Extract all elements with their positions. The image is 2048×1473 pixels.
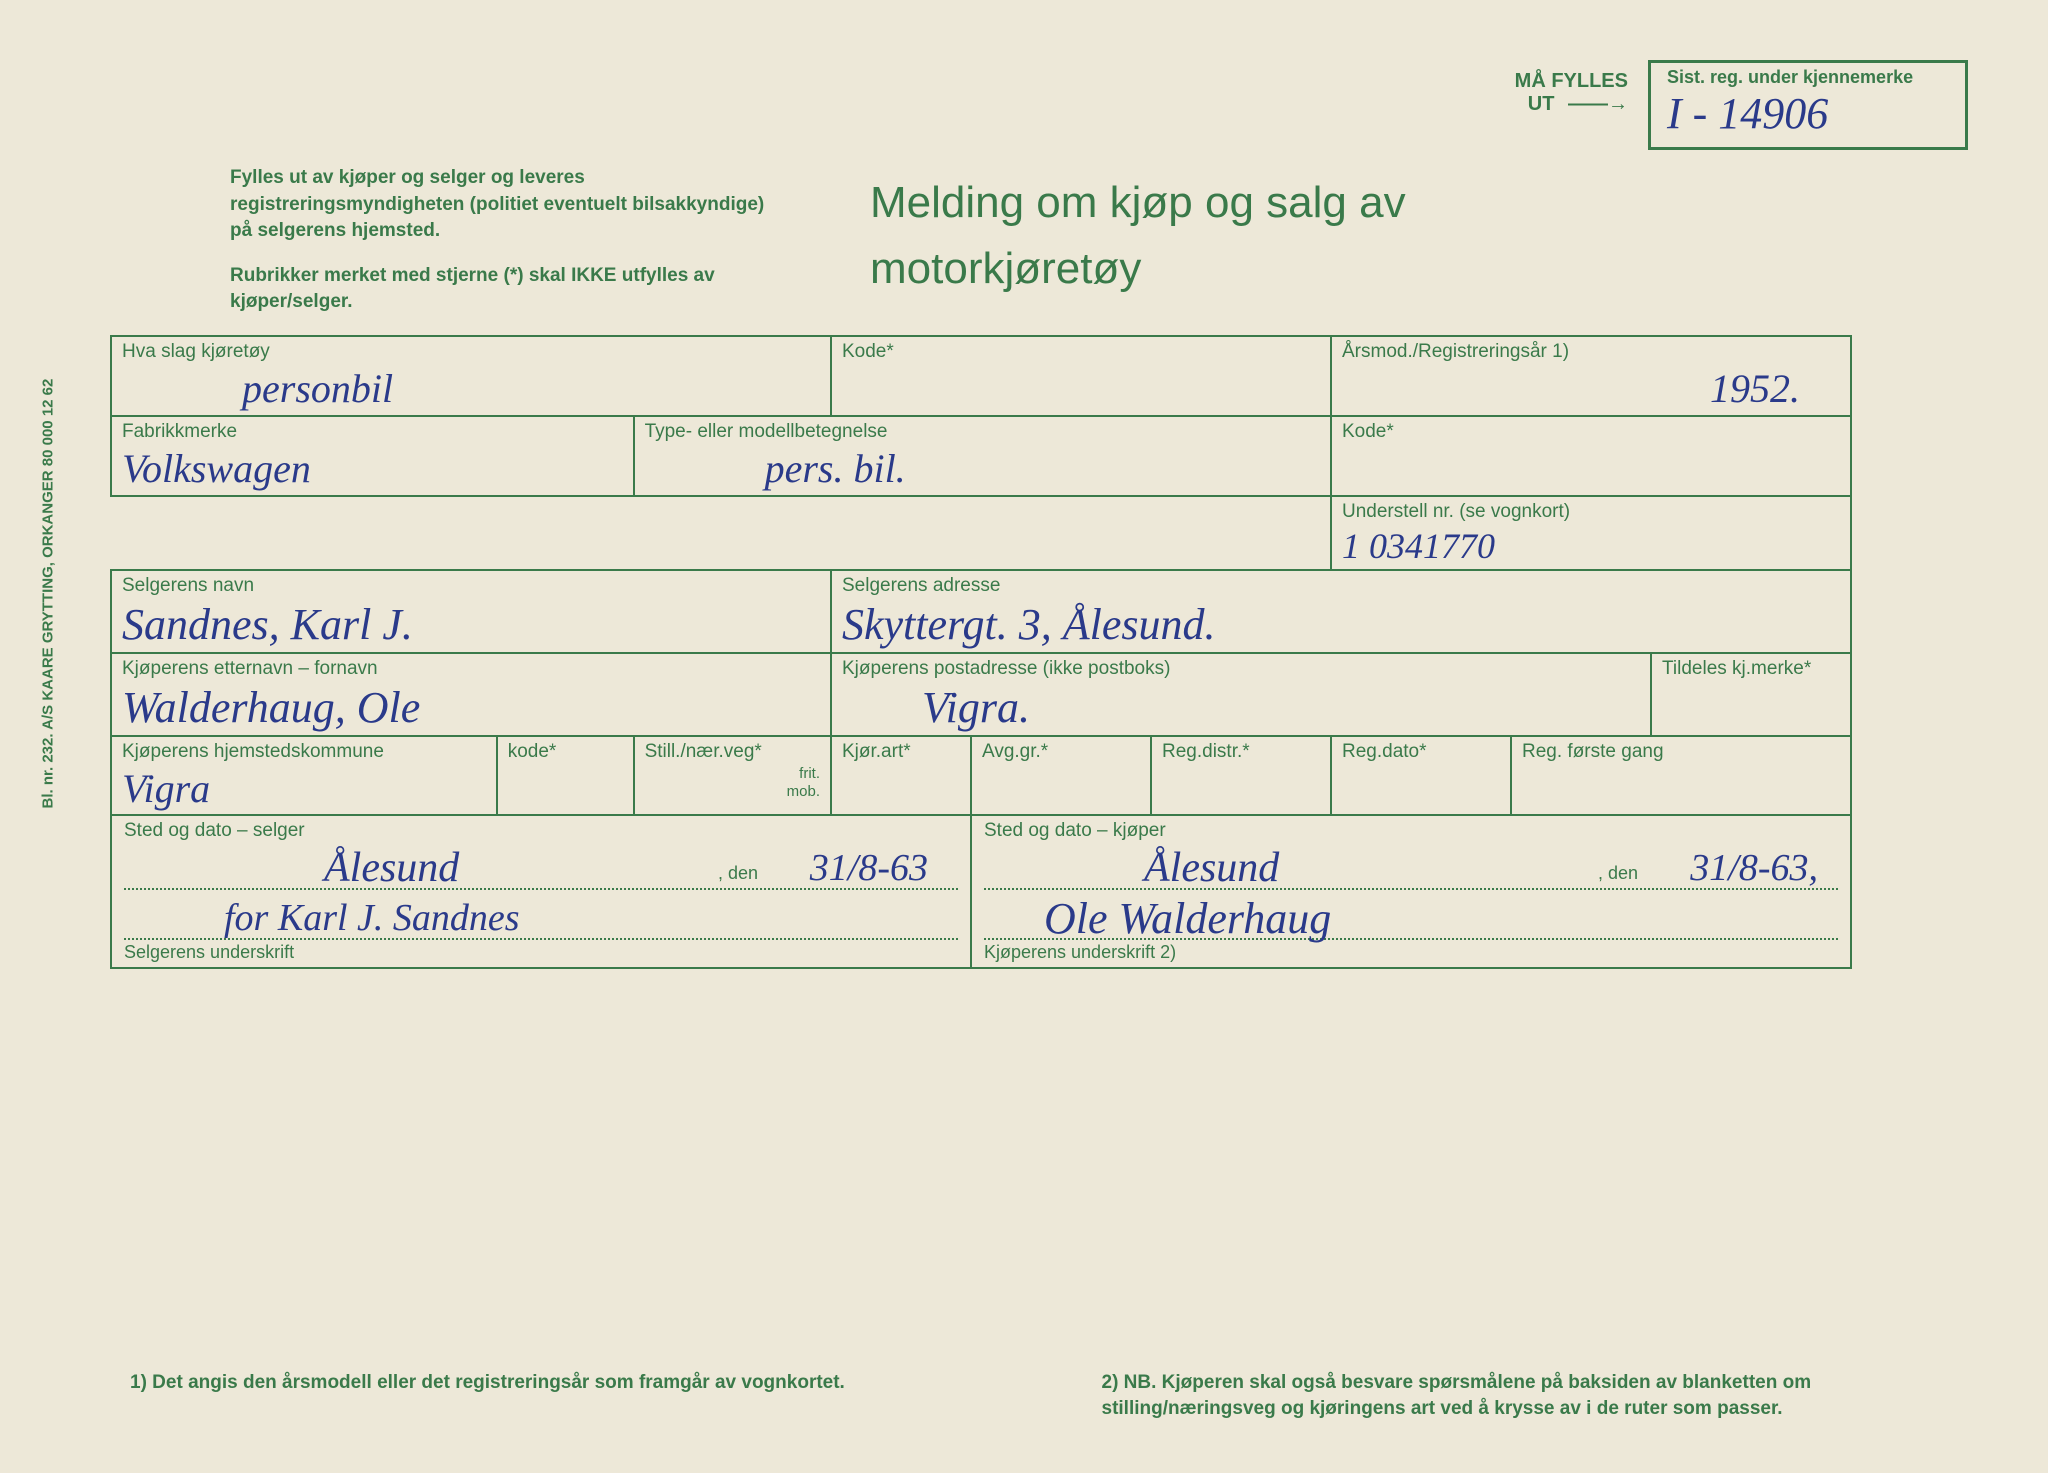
selger-dato-value: 31/8-63	[810, 846, 928, 890]
title-line2: motorkjøretøy	[870, 236, 1406, 302]
kode2-label: Kode*	[1342, 421, 1840, 443]
seller-sign-line: for Karl J. Sandnes	[124, 894, 958, 940]
selger-navn-label: Selgerens navn	[122, 575, 820, 597]
kode3-label: kode*	[508, 741, 623, 763]
regdato-label: Reg.dato*	[1342, 741, 1500, 763]
instruction-para1: Fylles ut av kjøper og selger og leveres…	[230, 165, 770, 245]
kode1-label: Kode*	[842, 341, 1320, 363]
hjemsted-label: Kjøperens hjemstedskommune	[122, 741, 486, 763]
selger-navn-value: Sandnes, Karl J.	[122, 599, 820, 650]
buyer-sign-line: Ole Walderhaug	[984, 894, 1838, 940]
ma-fylles-label: MÅ FYLLES UT ——→	[1515, 70, 1628, 116]
row-make-model: Fabrikkmerke Volkswagen Type- eller mode…	[111, 416, 1851, 496]
regdistr-label: Reg.distr.*	[1162, 741, 1320, 763]
footnote-2: 2) NB. Kjøperen skal også besvare spørsm…	[992, 1370, 1963, 1423]
selger-sted-value: Ålesund	[324, 844, 459, 892]
arsmod-value: 1952.	[1342, 365, 1840, 412]
kjoper-sted-value: Ålesund	[1144, 844, 1279, 892]
avggr-label: Avg.gr.*	[982, 741, 1140, 763]
kjoper-sign-value: Ole Walderhaug	[1044, 893, 1331, 944]
ma-fylles-line2: UT ——→	[1515, 93, 1628, 116]
type-label: Type- eller modellbetegnelse	[645, 421, 1320, 443]
selger-sign-line-text: for Karl J. Sandnes	[224, 896, 520, 940]
kjoper-dato-value: 31/8-63,	[1690, 846, 1818, 890]
hva-slag-label: Hva slag kjøretøy	[122, 341, 820, 363]
mob-label: mob.	[645, 783, 820, 801]
row-buyer: Kjøperens etternavn – fornavn Walderhaug…	[111, 653, 1851, 736]
sted-kjoper-label: Sted og dato – kjøper	[984, 820, 1838, 842]
kjennemerke-box: Sist. reg. under kjennemerke I - 14906	[1648, 60, 1968, 150]
understell-value: 1 0341770	[1342, 525, 1840, 567]
still-label: Still./nær.veg*	[645, 741, 820, 763]
kjoper-post-label: Kjøperens postadresse (ikke postboks)	[842, 658, 1640, 680]
fabrikkmerke-label: Fabrikkmerke	[122, 421, 623, 443]
hjemsted-value: Vigra	[122, 765, 486, 812]
arrow-right-icon: ——→	[1568, 93, 1628, 116]
frit-label: frit.	[645, 765, 820, 783]
row-signatures: Sted og dato – selger Ålesund , den 31/8…	[111, 815, 1851, 968]
ma-fylles-line1: MÅ FYLLES	[1515, 70, 1628, 93]
regforste-label: Reg. første gang	[1522, 741, 1840, 763]
form-table: Hva slag kjøretøy personbil Kode* Årsmod…	[110, 335, 1852, 969]
understell-label: Understell nr. (se vognkort)	[1342, 501, 1840, 523]
hva-slag-value: personbil	[122, 365, 820, 412]
selger-adresse-label: Selgerens adresse	[842, 575, 1840, 597]
den-label-seller: , den	[718, 863, 758, 884]
instruction-para2: Rubrikker merket med stjerne (*) skal IK…	[230, 263, 770, 316]
seller-date-line: Ålesund , den 31/8-63	[124, 844, 958, 890]
den-label-buyer: , den	[1598, 863, 1638, 884]
kjennemerke-value: I - 14906	[1667, 88, 1949, 139]
instructions: Fylles ut av kjøper og selger og leveres…	[230, 165, 770, 334]
kjoper-navn-label: Kjøperens etternavn – fornavn	[122, 658, 820, 680]
type-value: pers. bil.	[645, 445, 1320, 492]
row-understell: Understell nr. (se vognkort) 1 0341770	[111, 496, 1851, 570]
title-line1: Melding om kjøp og salg av	[870, 170, 1406, 236]
form-title: Melding om kjøp og salg av motorkjøretøy	[870, 170, 1406, 302]
kjoper-navn-value: Walderhaug, Ole	[122, 682, 820, 733]
side-print-info: Bl. nr. 232. A/S KAARE GRYTTING, ORKANGE…	[40, 379, 57, 809]
kjennemerke-label: Sist. reg. under kjennemerke	[1667, 67, 1913, 87]
buyer-date-line: Ålesund , den 31/8-63,	[984, 844, 1838, 890]
footnotes: 1) Det angis den årsmodell eller det reg…	[130, 1370, 1963, 1423]
selger-adresse-value: Skyttergt. 3, Ålesund.	[842, 599, 1840, 650]
tildeles-label: Tildeles kj.merke*	[1662, 658, 1840, 680]
footnote-1: 1) Det angis den årsmodell eller det reg…	[130, 1370, 992, 1423]
sted-selger-label: Sted og dato – selger	[124, 820, 958, 842]
document-form: Bl. nr. 232. A/S KAARE GRYTTING, ORKANGE…	[0, 0, 2048, 1473]
kjorart-label: Kjør.art*	[842, 741, 960, 763]
row-details: Kjøperens hjemstedskommune Vigra kode* S…	[111, 736, 1851, 815]
row-seller: Selgerens navn Sandnes, Karl J. Selgeren…	[111, 570, 1851, 653]
row-vehicle-type: Hva slag kjøretøy personbil Kode* Årsmod…	[111, 336, 1851, 416]
selger-underskrift-label: Selgerens underskrift	[124, 940, 958, 963]
fabrikkmerke-value: Volkswagen	[122, 445, 623, 492]
arsmod-label: Årsmod./Registreringsår 1)	[1342, 341, 1840, 363]
kjoper-post-value: Vigra.	[842, 682, 1640, 733]
